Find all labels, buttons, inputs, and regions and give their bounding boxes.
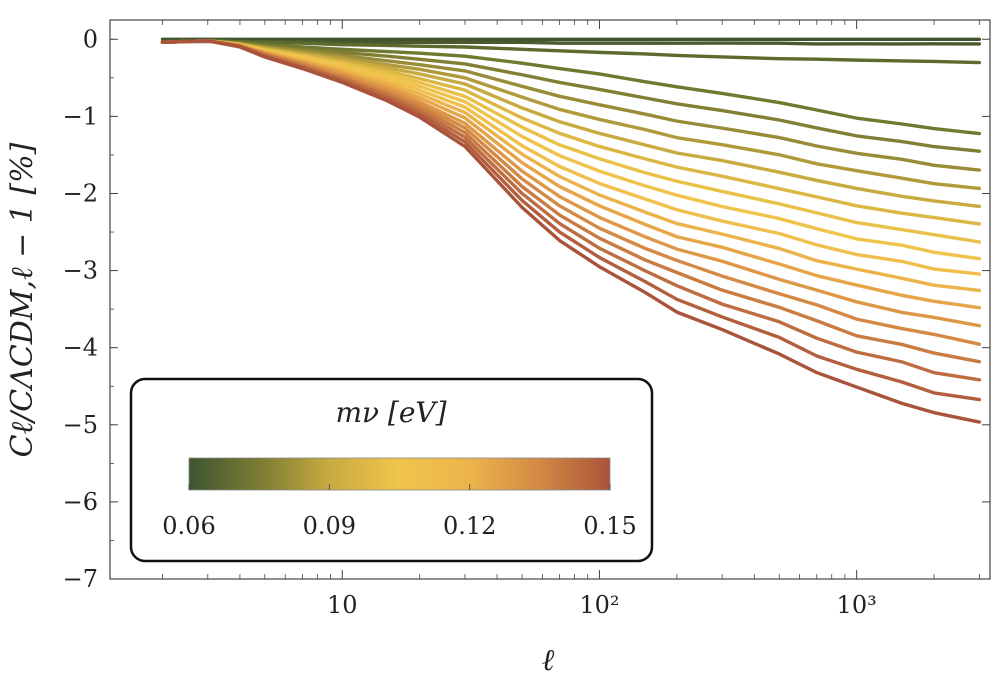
y-tick-label: −3 [63, 257, 98, 285]
y-tick-label: −1 [63, 102, 98, 130]
y-tick-label: −2 [63, 179, 98, 207]
x-tick-label: 10³ [837, 591, 877, 619]
x-axis-ticks: 10 10² 10³ [162, 20, 980, 619]
y-axis-ticks: 0 −1 −2 −3 −4 −5 −6 −7 [63, 25, 990, 593]
y-tick-label: −4 [63, 334, 98, 362]
y-tick-label: −5 [63, 411, 98, 439]
series-line [160, 39, 982, 136]
colorbar-ticks: 0.06 0.09 0.12 0.15 [162, 484, 637, 540]
colorbar-tick-label: 0.06 [162, 512, 215, 540]
series-line [160, 39, 982, 65]
x-axis-label: ℓ [542, 643, 555, 678]
series-layer [160, 37, 982, 424]
x-tick-label: 10 [327, 591, 358, 619]
series-line [160, 39, 982, 226]
x-tick-label: 10² [579, 591, 619, 619]
colorbar-title: mν [eV] [335, 396, 446, 429]
colorbar-legend: mν [eV] 0.06 0.09 0.12 0.15 [129, 377, 654, 563]
y-tick-label: 0 [83, 25, 98, 53]
colorbar-tick-label: 0.12 [443, 512, 496, 540]
colorbar-tick-label: 0.15 [583, 512, 636, 540]
y-tick-label: −7 [63, 565, 98, 593]
colorbar-gradient [188, 457, 611, 491]
plot-frame [109, 19, 991, 580]
series-line [160, 39, 982, 424]
colorbar-tick-label: 0.09 [303, 512, 356, 540]
y-axis-label: Cℓ/CΛCDM,ℓ − 1 [%] [5, 142, 40, 457]
y-tick-label: −6 [63, 488, 98, 516]
